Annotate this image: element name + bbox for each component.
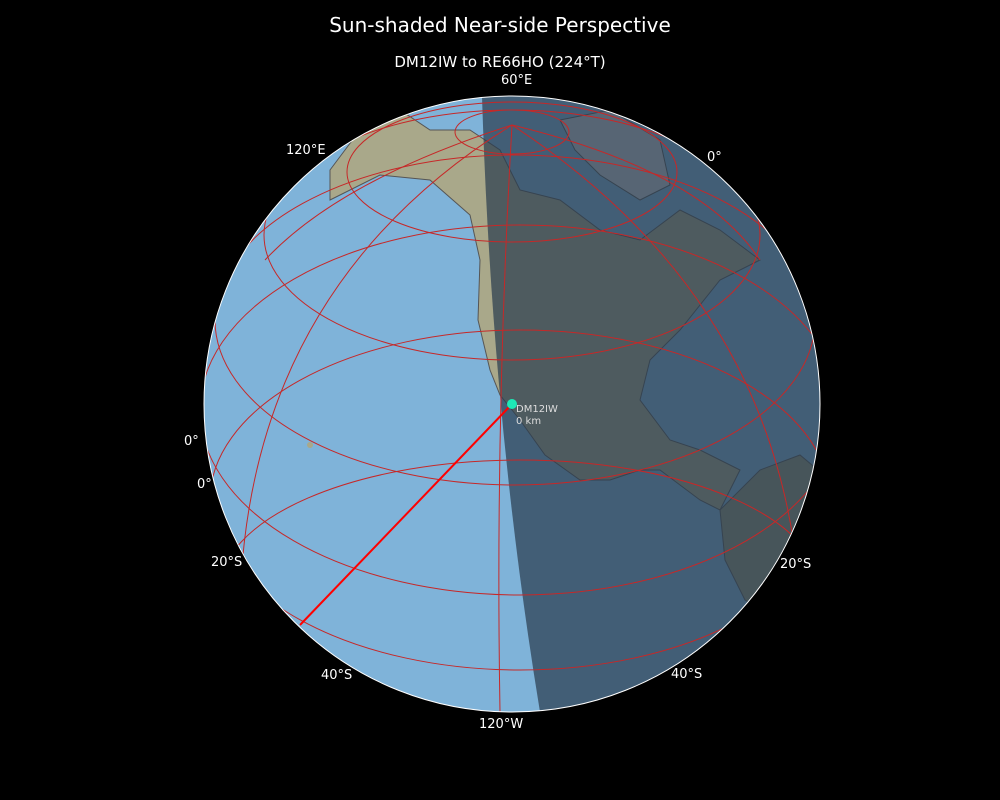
- label-0-right: 0°: [707, 150, 722, 165]
- label-0-left-b: 0°: [197, 477, 212, 492]
- station-marker: [507, 399, 517, 409]
- label-40s-right: 40°S: [671, 667, 703, 682]
- label-20s-right: 20°S: [780, 557, 812, 572]
- figure-title: Sun-shaded Near-side Perspective: [329, 13, 671, 37]
- label-0-left-a: 0°: [184, 434, 199, 449]
- label-20s-left: 20°S: [211, 555, 243, 570]
- marker-distance: 0 km: [516, 416, 541, 427]
- marker-label: DM12IW: [516, 404, 558, 415]
- figure-subtitle: DM12IW to RE66HO (224°T): [394, 53, 606, 71]
- label-60e: 60°E: [501, 73, 533, 88]
- globe-outline: [203, 95, 821, 713]
- label-40s-left: 40°S: [321, 668, 353, 683]
- label-120e: 120°E: [286, 143, 326, 158]
- land-hawaii: [307, 442, 313, 448]
- night-shading: [482, 96, 820, 712]
- great-circle-path: [299, 403, 513, 626]
- label-120w: 120°W: [479, 717, 524, 732]
